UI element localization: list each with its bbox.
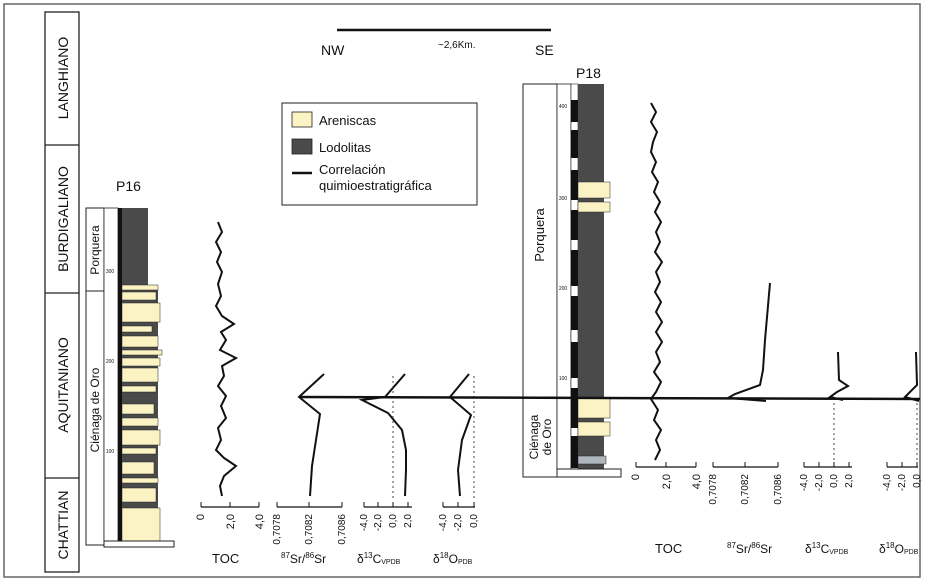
mudstone-swatch xyxy=(291,138,313,155)
p18-lithology-column xyxy=(577,84,611,477)
p16-sr-tick-1: 0,7078 xyxy=(272,514,283,545)
p18-d13c-axis: -4,0 -2,0 0,0 2,0 δ13CVPDB xyxy=(799,462,855,556)
p18-d18o-axis: -4,0 -2,0 0,0 δ18OPDB xyxy=(879,462,923,556)
p18-depth-300: 300 xyxy=(559,196,568,202)
p18-d18o-tick-m2: -2,0 xyxy=(897,474,908,492)
p18-toc-tick-0: 0 xyxy=(630,474,642,480)
p16-toc-axis: 0 2,0 4,0 TOC xyxy=(195,502,266,566)
p16-depth-200: 200 xyxy=(106,359,115,365)
p16-sr-label: 87Sr/86Sr xyxy=(281,551,326,566)
p18-depth-400: 400 xyxy=(559,104,568,110)
p16-d13c-tick-2: 2,0 xyxy=(403,514,414,528)
stage-column: LANGHIANO BURDIGALIANO AQUITANIANO CHATT… xyxy=(44,11,80,573)
p18-d13c-tick-2: 2,0 xyxy=(844,474,855,488)
scale-bar-se-label: SE xyxy=(535,42,554,58)
p18-sr-tick-1: 0,7078 xyxy=(708,474,719,505)
p16-d18o-tick-0: 0,0 xyxy=(469,514,480,528)
p18-sr-axis: 0,7078 0,7082 0,7086 87Sr/86Sr xyxy=(708,462,784,556)
p16-d13c-axis: -4,0 -2,0 0,0 2,0 δ13CVPDB xyxy=(357,502,414,566)
p18-d18o-tick-0: 0,0 xyxy=(912,474,923,488)
p16-toc-tick-0: 0 xyxy=(195,514,207,520)
legend-sandstone-label: Areniscas xyxy=(319,113,377,128)
p16-d13c-tick-m2: -2,0 xyxy=(373,514,384,532)
p18-depth-100: 100 xyxy=(559,376,568,382)
stage-aquitaniano: AQUITANIANO xyxy=(55,337,71,433)
stage-chattian: CHATTIAN xyxy=(55,491,71,560)
p18-toc-label: TOC xyxy=(655,541,682,556)
p18-d13c-tick-0: 0,0 xyxy=(829,474,840,488)
sandstone-swatch xyxy=(291,111,313,128)
p16-sr-tick-2: 0,7082 xyxy=(304,514,315,545)
p18-toc-tick-4: 4,0 xyxy=(691,474,703,489)
p16-d18o-label: δ18OPDB xyxy=(433,551,473,566)
p16-marker-column xyxy=(118,208,122,545)
p16-toc-tick-2: 2,0 xyxy=(225,514,237,529)
p18-toc-tick-2: 2,0 xyxy=(661,474,673,489)
scale-bar-distance: ~2,6Km. xyxy=(438,40,476,51)
p18-d18o-label: δ18OPDB xyxy=(879,541,919,556)
p18-title: P18 xyxy=(576,65,601,81)
p16-base-box xyxy=(103,540,175,548)
legend-correlation-label-1: Correlación xyxy=(319,162,385,177)
stage-column-box xyxy=(44,11,80,573)
p16-title: P16 xyxy=(116,178,141,194)
p18-d13c-tick-m2: -2,0 xyxy=(814,474,825,492)
legend: Areniscas Lodolitas Correlación quimioes… xyxy=(281,102,478,206)
p18-sr-tick-2: 0,7082 xyxy=(740,474,751,505)
p16-depth-300: 300 xyxy=(106,269,115,275)
legend-mudstone-label: Lodolitas xyxy=(319,140,372,155)
p18-formation-de-oro: de Oro xyxy=(540,418,554,455)
p16-formation-porquera: Porquera xyxy=(88,225,102,275)
p16-lithology-column xyxy=(121,208,163,545)
p16-toc-label: TOC xyxy=(212,551,239,566)
p18-base-box xyxy=(556,468,622,478)
p16-d18o-curve xyxy=(448,373,473,497)
p18-formation-cienaga: Ciénaga xyxy=(527,414,541,459)
p16-sr-curve xyxy=(297,373,325,497)
p16-d18o-tick-m2: -2,0 xyxy=(453,514,464,532)
p18-sr-tick-3: 0,7086 xyxy=(773,474,784,505)
p16-formation-cienaga: Ciénaga de Oro xyxy=(88,367,102,452)
p16-d18o-axis: -4,0 -2,0 0,0 δ18OPDB xyxy=(433,502,480,566)
scale-bar: NW ~2,6Km. SE xyxy=(321,28,554,58)
legend-correlation-label-2: quimioestratigráfica xyxy=(319,178,432,193)
p18-marker-column xyxy=(570,83,579,478)
p18-sr-label: 87Sr/86Sr xyxy=(727,541,772,556)
p18-d13c-tick-m4: -4,0 xyxy=(799,474,810,492)
p16-toc-tick-4: 4,0 xyxy=(254,514,266,529)
p16-d18o-tick-m4: -4,0 xyxy=(438,514,449,532)
stage-langhiano: LANGHIANO xyxy=(55,37,71,120)
p16-sr-tick-3: 0,7086 xyxy=(337,514,348,545)
p16-toc-curve xyxy=(214,221,239,497)
section-p18: P18 Porquera Ciénaga de Oro 400 300 200 … xyxy=(522,65,923,556)
p18-toc-axis: 0 2,0 4,0 TOC xyxy=(630,462,703,556)
stage-burdigaliano: BURDIGALIANO xyxy=(55,166,71,272)
p18-depth-scale xyxy=(556,83,572,478)
p16-d13c-tick-m4: -4,0 xyxy=(359,514,370,532)
p18-d13c-label: δ13CVPDB xyxy=(805,541,849,556)
p18-formation-porquera: Porquera xyxy=(532,207,547,261)
p16-sr-axis: 0,7078 0,7082 0,7086 87Sr/86Sr xyxy=(272,502,348,566)
chemostratigraphic-correlation-line xyxy=(299,395,921,401)
p16-depth-100: 100 xyxy=(106,449,115,455)
scale-bar-nw-label: NW xyxy=(321,42,345,58)
p16-d13c-tick-0: 0,0 xyxy=(388,514,399,528)
p18-depth-200: 200 xyxy=(559,286,568,292)
p16-depth-scale xyxy=(103,207,119,546)
legend-box xyxy=(281,102,478,206)
p18-d18o-tick-m4: -4,0 xyxy=(882,474,893,492)
p16-d13c-label: δ13CVPDB xyxy=(357,551,401,566)
